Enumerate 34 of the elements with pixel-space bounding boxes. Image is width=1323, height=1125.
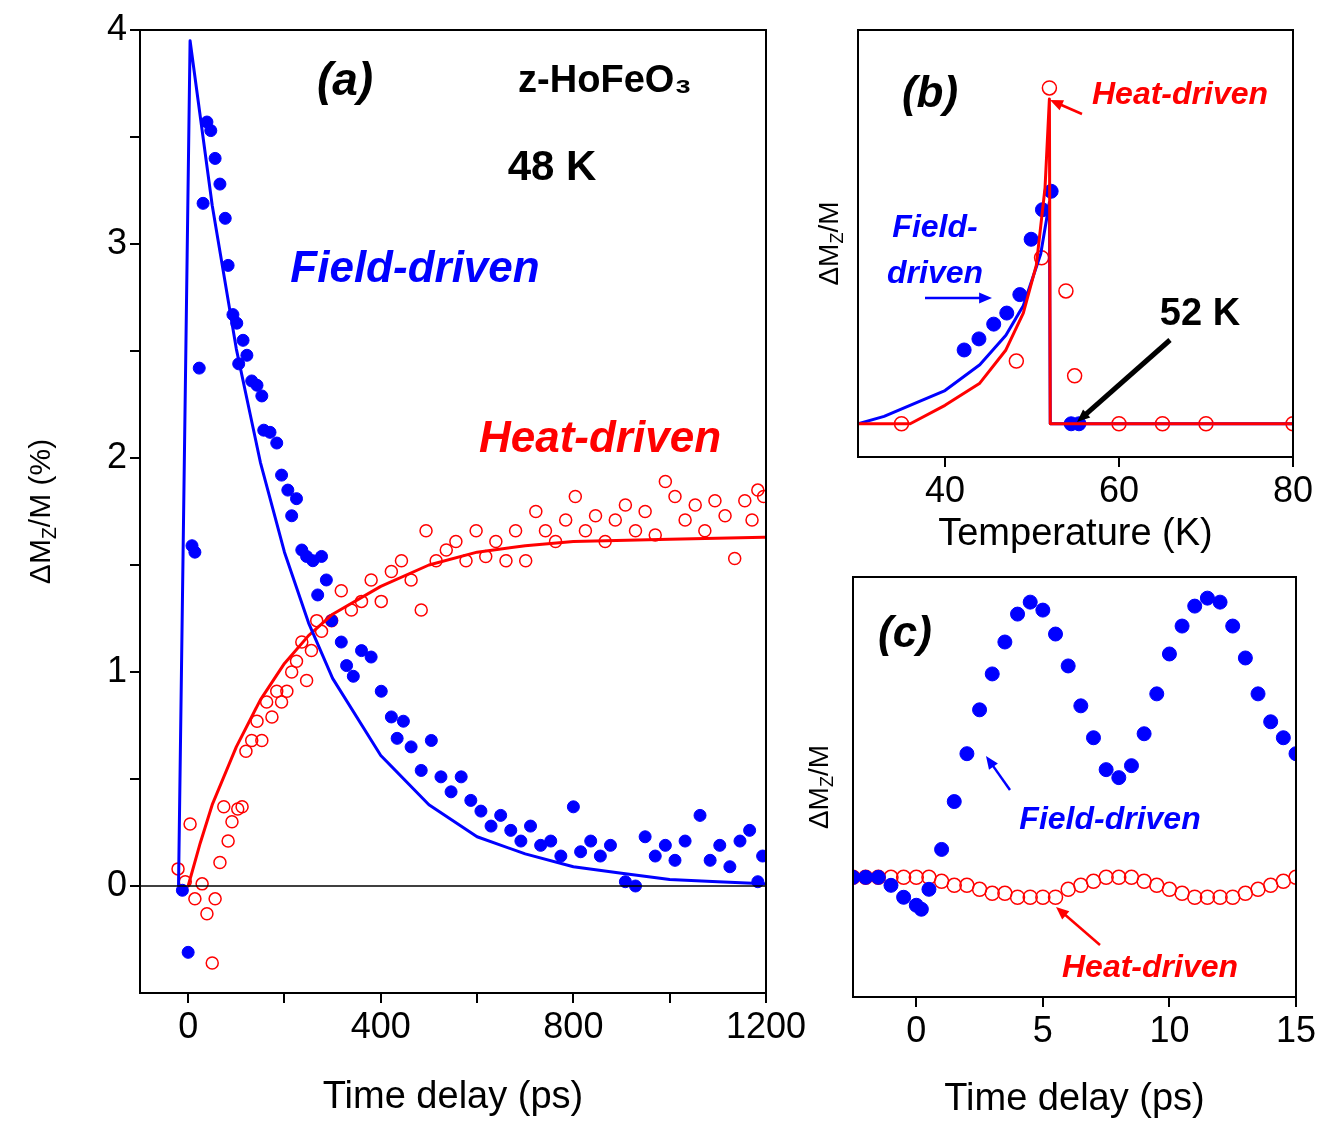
- legend-label: Heat-driven: [1061, 947, 1239, 984]
- y-axis-title: ΔMZ/M: [812, 201, 848, 286]
- annotation: 52 K: [1159, 291, 1241, 334]
- x-tick-label: 1200: [725, 1004, 807, 1046]
- x-axis-title: Time delay (ps): [322, 1074, 584, 1117]
- x-tick-label: 80: [1272, 468, 1314, 510]
- legend-label: Field-driven: [1019, 799, 1201, 836]
- annotation: z-HoFeO₃: [518, 58, 692, 101]
- annotation: (c): [878, 607, 932, 657]
- annotation: 48 K: [507, 141, 597, 189]
- y-tick-label: 0: [106, 862, 127, 904]
- x-tick-label: 400: [350, 1004, 411, 1046]
- series-label: Field-driven: [290, 242, 540, 292]
- annotation: (a): [316, 52, 374, 105]
- x-tick-label: 60: [1098, 468, 1140, 510]
- y-tick-label: 4: [106, 6, 127, 48]
- y-tick-label: 3: [106, 220, 127, 262]
- x-tick-label: 800: [543, 1004, 604, 1046]
- y-tick-label: 2: [106, 434, 127, 476]
- annotation: (b): [901, 67, 959, 117]
- y-axis-title: ΔMZ/M: [802, 744, 838, 830]
- x-axis-title: Temperature (K): [938, 511, 1213, 554]
- x-tick-label: 40: [924, 468, 966, 510]
- x-tick-label: 10: [1149, 1008, 1190, 1050]
- y-tick-label: 1: [106, 648, 127, 690]
- series-label: Field-driven: [886, 207, 984, 290]
- series-label: Heat-driven: [478, 412, 722, 462]
- legend-label: Heat-driven: [1091, 74, 1269, 111]
- x-tick-label: 0: [906, 1008, 927, 1050]
- x-tick-label: 0: [178, 1004, 199, 1046]
- y-axis-title: ΔMZ/M (%): [23, 438, 61, 585]
- x-tick-label: 5: [1032, 1008, 1053, 1050]
- x-axis-title: Time delay (ps): [944, 1076, 1205, 1119]
- x-tick-label: 15: [1275, 1008, 1317, 1050]
